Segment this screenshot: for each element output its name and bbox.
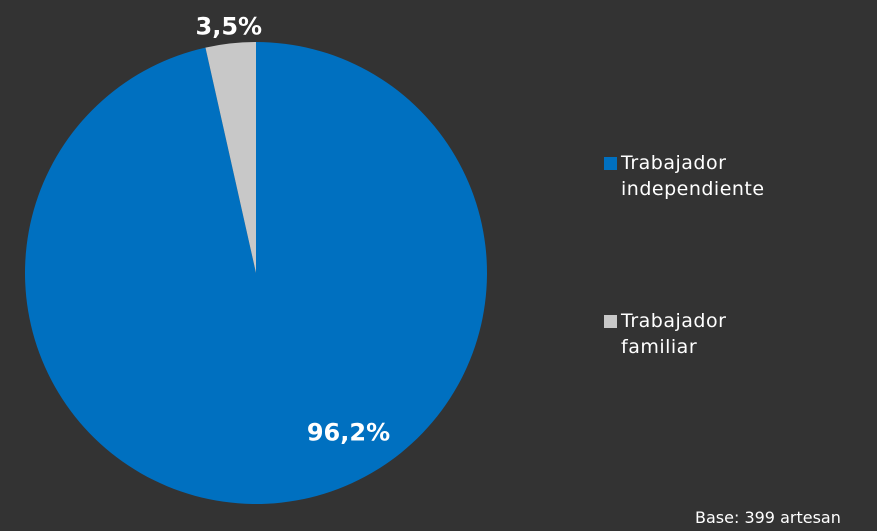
data-label: 96,2%	[307, 419, 390, 447]
legend-item: Trabajador independiente	[604, 150, 804, 202]
legend-swatch	[604, 315, 617, 328]
legend-label: Trabajador independiente	[621, 152, 765, 200]
pie-slice	[24, 42, 487, 504]
legend-swatch	[604, 157, 617, 170]
legend-label: Trabajador familiar	[621, 310, 727, 358]
data-label: 3,5%	[196, 13, 263, 41]
note: Base: 399 artesan	[695, 508, 841, 527]
pie-slice	[205, 42, 256, 273]
legend-item: Trabajador familiar	[604, 308, 804, 360]
